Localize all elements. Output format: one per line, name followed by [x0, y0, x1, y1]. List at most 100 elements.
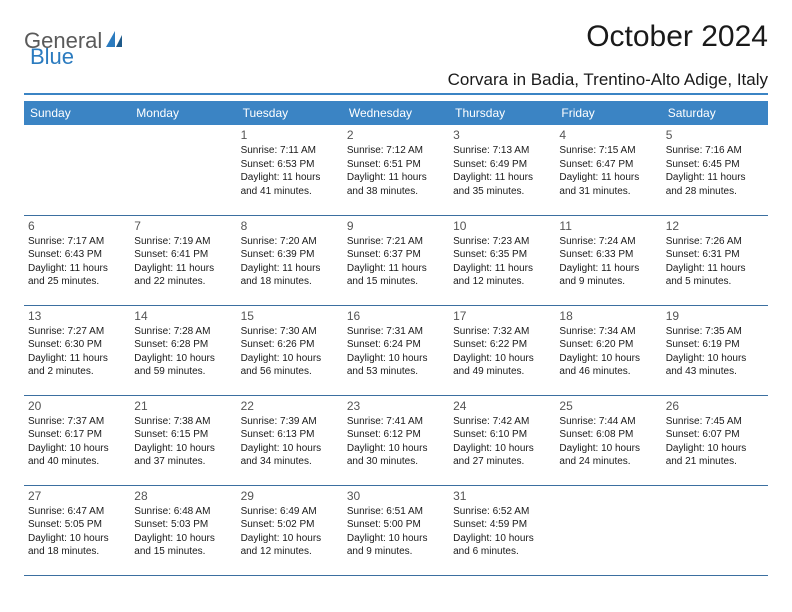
sunrise-text: Sunrise: 6:48 AM	[134, 505, 232, 519]
sunset-text: Sunset: 6:15 PM	[134, 428, 232, 442]
sunrise-text: Sunrise: 7:23 AM	[453, 235, 551, 249]
daylight-text: Daylight: 11 hours and 15 minutes.	[347, 262, 445, 289]
sunset-text: Sunset: 6:10 PM	[453, 428, 551, 442]
day-info: Sunrise: 7:16 AMSunset: 6:45 PMDaylight:…	[666, 144, 764, 198]
day-info: Sunrise: 7:23 AMSunset: 6:35 PMDaylight:…	[453, 235, 551, 289]
day-info: Sunrise: 7:41 AMSunset: 6:12 PMDaylight:…	[347, 415, 445, 469]
sunrise-text: Sunrise: 7:13 AM	[453, 144, 551, 158]
sunrise-text: Sunrise: 7:32 AM	[453, 325, 551, 339]
day-info: Sunrise: 7:44 AMSunset: 6:08 PMDaylight:…	[559, 415, 657, 469]
day-number: 5	[666, 128, 764, 142]
daylight-text: Daylight: 10 hours and 21 minutes.	[666, 442, 764, 469]
calendar-cell: 10Sunrise: 7:23 AMSunset: 6:35 PMDayligh…	[449, 215, 555, 305]
daylight-text: Daylight: 10 hours and 18 minutes.	[28, 532, 126, 559]
sunrise-text: Sunrise: 7:11 AM	[241, 144, 339, 158]
sunset-text: Sunset: 6:45 PM	[666, 158, 764, 172]
calendar-cell: 21 Sunrise: 7:38 AMSunset: 6:15 PMDayligh…	[130, 395, 236, 485]
calendar-cell: 4Sunrise: 7:15 AMSunset: 6:47 PMDaylight…	[555, 125, 661, 215]
sunrise-text: Sunrise: 7:31 AM	[347, 325, 445, 339]
sunrise-text: Sunrise: 7:41 AM	[347, 415, 445, 429]
sunset-text: Sunset: 6:47 PM	[559, 158, 657, 172]
daylight-text: Daylight: 10 hours and 9 minutes.	[347, 532, 445, 559]
day-number: 19	[666, 309, 764, 323]
day-number: 14	[134, 309, 232, 323]
daylight-text: Daylight: 11 hours and 28 minutes.	[666, 171, 764, 198]
daylight-text: Daylight: 10 hours and 30 minutes.	[347, 442, 445, 469]
calendar-cell: 28 Sunrise: 6:48 AMSunset: 5:03 PMDayligh…	[130, 485, 236, 575]
day-info: Sunrise: 7:37 AMSunset: 6:17 PMDaylight:…	[28, 415, 126, 469]
day-info: Sunrise: 7:35 AMSunset: 6:19 PMDaylight:…	[666, 325, 764, 379]
daylight-text: Daylight: 11 hours and 12 minutes.	[453, 262, 551, 289]
day-info: Sunrise: 7:38 AMSunset: 6:15 PMDaylight:…	[134, 415, 232, 469]
sunrise-text: Sunrise: 7:19 AM	[134, 235, 232, 249]
daylight-text: Daylight: 11 hours and 18 minutes.	[241, 262, 339, 289]
sunset-text: Sunset: 5:05 PM	[28, 518, 126, 532]
daylight-text: Daylight: 10 hours and 40 minutes.	[28, 442, 126, 469]
day-info: Sunrise: 7:26 AMSunset: 6:31 PMDaylight:…	[666, 235, 764, 289]
day-info: Sunrise: 7:24 AMSunset: 6:33 PMDaylight:…	[559, 235, 657, 289]
daylight-text: Daylight: 10 hours and 53 minutes.	[347, 352, 445, 379]
day-number: 9	[347, 219, 445, 233]
daylight-text: Daylight: 11 hours and 9 minutes.	[559, 262, 657, 289]
sunrise-text: Sunrise: 6:52 AM	[453, 505, 551, 519]
sunset-text: Sunset: 5:00 PM	[347, 518, 445, 532]
weekday-header: Tuesday	[237, 101, 343, 125]
day-info: Sunrise: 6:49 AMSunset: 5:02 PMDaylight:…	[241, 505, 339, 559]
day-number: 17	[453, 309, 551, 323]
day-info: Sunrise: 7:13 AMSunset: 6:49 PMDaylight:…	[453, 144, 551, 198]
calendar-cell: 31Sunrise: 6:52 AMSunset: 4:59 PMDayligh…	[449, 485, 555, 575]
day-info: Sunrise: 6:47 AMSunset: 5:05 PMDaylight:…	[28, 505, 126, 559]
sunrise-text: Sunrise: 7:35 AM	[666, 325, 764, 339]
daylight-text: Daylight: 11 hours and 2 minutes.	[28, 352, 126, 379]
day-info: Sunrise: 7:21 AMSunset: 6:37 PMDaylight:…	[347, 235, 445, 289]
sunset-text: Sunset: 5:03 PM	[134, 518, 232, 532]
calendar-cell: 8Sunrise: 7:20 AMSunset: 6:39 PMDaylight…	[237, 215, 343, 305]
weekday-header: Friday	[555, 101, 661, 125]
daylight-text: Daylight: 11 hours and 22 minutes.	[134, 262, 232, 289]
sunset-text: Sunset: 4:59 PM	[453, 518, 551, 532]
day-number: 3	[453, 128, 551, 142]
sunrise-text: Sunrise: 7:26 AM	[666, 235, 764, 249]
daylight-text: Daylight: 10 hours and 27 minutes.	[453, 442, 551, 469]
sunset-text: Sunset: 6:41 PM	[134, 248, 232, 262]
calendar-cell: 2Sunrise: 7:12 AMSunset: 6:51 PMDaylight…	[343, 125, 449, 215]
sunset-text: Sunset: 6:37 PM	[347, 248, 445, 262]
sunrise-text: Sunrise: 7:16 AM	[666, 144, 764, 158]
sunset-text: Sunset: 6:22 PM	[453, 338, 551, 352]
day-number: 31	[453, 489, 551, 503]
calendar-cell: 25 Sunrise: 7:44 AMSunset: 6:08 PMDayligh…	[555, 395, 661, 485]
calendar-row: 27Sunrise: 6:47 AMSunset: 5:05 PMDayligh…	[24, 485, 768, 575]
daylight-text: Daylight: 10 hours and 15 minutes.	[134, 532, 232, 559]
daylight-text: Daylight: 10 hours and 46 minutes.	[559, 352, 657, 379]
day-number: 25	[559, 399, 657, 413]
sunset-text: Sunset: 6:31 PM	[666, 248, 764, 262]
daylight-text: Daylight: 10 hours and 56 minutes.	[241, 352, 339, 379]
calendar-cell: 14Sunrise: 7:28 AMSunset: 6:28 PMDayligh…	[130, 305, 236, 395]
day-number: 21	[134, 399, 232, 413]
day-info: Sunrise: 7:19 AMSunset: 6:41 PMDaylight:…	[134, 235, 232, 289]
day-number: 28	[134, 489, 232, 503]
day-number: 8	[241, 219, 339, 233]
sunset-text: Sunset: 6:39 PM	[241, 248, 339, 262]
daylight-text: Daylight: 10 hours and 59 minutes.	[134, 352, 232, 379]
calendar-cell: 1Sunrise: 7:11 AMSunset: 6:53 PMDaylight…	[237, 125, 343, 215]
calendar-table: SundayMondayTuesdayWednesdayThursdayFrid…	[24, 101, 768, 576]
calendar-body: 1Sunrise: 7:11 AMSunset: 6:53 PMDaylight…	[24, 125, 768, 575]
day-number: 1	[241, 128, 339, 142]
day-number: 29	[241, 489, 339, 503]
daylight-text: Daylight: 10 hours and 12 minutes.	[241, 532, 339, 559]
calendar-cell-empty	[24, 125, 130, 215]
sunrise-text: Sunrise: 7:30 AM	[241, 325, 339, 339]
daylight-text: Daylight: 10 hours and 24 minutes.	[559, 442, 657, 469]
sunset-text: Sunset: 6:19 PM	[666, 338, 764, 352]
day-number: 11	[559, 219, 657, 233]
day-info: Sunrise: 6:48 AMSunset: 5:03 PMDaylight:…	[134, 505, 232, 559]
sail-icon	[104, 29, 126, 54]
daylight-text: Daylight: 11 hours and 25 minutes.	[28, 262, 126, 289]
sunrise-text: Sunrise: 7:44 AM	[559, 415, 657, 429]
calendar-cell: 5 Sunrise: 7:16 AMSunset: 6:45 PMDaylight…	[662, 125, 768, 215]
day-number: 6	[28, 219, 126, 233]
sunrise-text: Sunrise: 7:39 AM	[241, 415, 339, 429]
day-info: Sunrise: 7:31 AMSunset: 6:24 PMDaylight:…	[347, 325, 445, 379]
calendar-cell: 15Sunrise: 7:30 AMSunset: 6:26 PMDayligh…	[237, 305, 343, 395]
